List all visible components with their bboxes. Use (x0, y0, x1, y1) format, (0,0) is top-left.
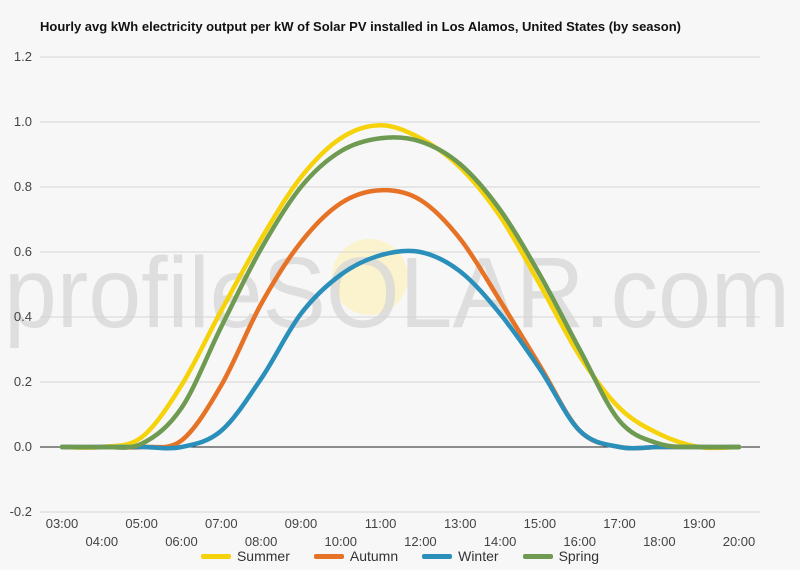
watermark-sun-logo (332, 239, 408, 315)
series-line-spring (59, 135, 742, 450)
x-tick-label: 08:00 (245, 534, 278, 549)
legend: Summer Autumn Winter Spring (0, 548, 800, 564)
legend-item-winter[interactable]: Winter (422, 548, 499, 564)
y-tick-label: 0.8 (14, 179, 32, 194)
x-tick-label: 16:00 (563, 534, 596, 549)
legend-item-spring[interactable]: Spring (522, 548, 600, 564)
legend-label: Winter (458, 548, 499, 564)
legend-item-summer[interactable]: Summer (200, 548, 290, 564)
x-tick-label: 15:00 (524, 516, 557, 531)
chart-title: Hourly avg kWh electricity output per kW… (40, 19, 681, 34)
x-tick-label: 04:00 (86, 534, 119, 549)
watermark-text: profileSOLAR.com (4, 237, 790, 349)
x-tick-label: 12:00 (404, 534, 437, 549)
legend-swatch (313, 553, 344, 559)
y-tick-label: 0.2 (14, 374, 32, 389)
series-line-winter (59, 248, 742, 451)
x-tick-label: 20:00 (723, 534, 756, 549)
y-tick-label: 1.0 (14, 114, 32, 129)
x-tick-label: 07:00 (205, 516, 238, 531)
x-tick-label: 03:00 (46, 516, 79, 531)
x-tick-label: 14:00 (484, 534, 517, 549)
legend-swatch (200, 553, 231, 559)
y-tick-label: 0.4 (14, 309, 32, 324)
x-tick-label: 06:00 (165, 534, 198, 549)
legend-label: Summer (236, 548, 290, 564)
legend-label: Spring (558, 548, 600, 564)
x-tick-label: 17:00 (603, 516, 636, 531)
x-tick-label: 13:00 (444, 516, 477, 531)
series-line-summer (59, 123, 742, 451)
y-tick-label: -0.2 (10, 504, 32, 519)
y-tick-label: 0.0 (14, 439, 32, 454)
x-tick-label: 19:00 (683, 516, 716, 531)
x-tick-label: 09:00 (285, 516, 318, 531)
y-tick-label: 1.2 (14, 49, 32, 64)
x-tick-label: 05:00 (125, 516, 158, 531)
x-tick-label: 11:00 (365, 516, 397, 531)
legend-swatch (422, 553, 453, 559)
legend-label: Autumn (349, 548, 399, 564)
watermark: profileSOLAR.com (4, 237, 790, 349)
x-tick-label: 10:00 (324, 534, 357, 549)
legend-item-autumn[interactable]: Autumn (313, 548, 399, 564)
x-tick-label: 18:00 (643, 534, 676, 549)
legend-swatch (522, 553, 553, 559)
y-tick-label: 0.6 (14, 244, 32, 259)
